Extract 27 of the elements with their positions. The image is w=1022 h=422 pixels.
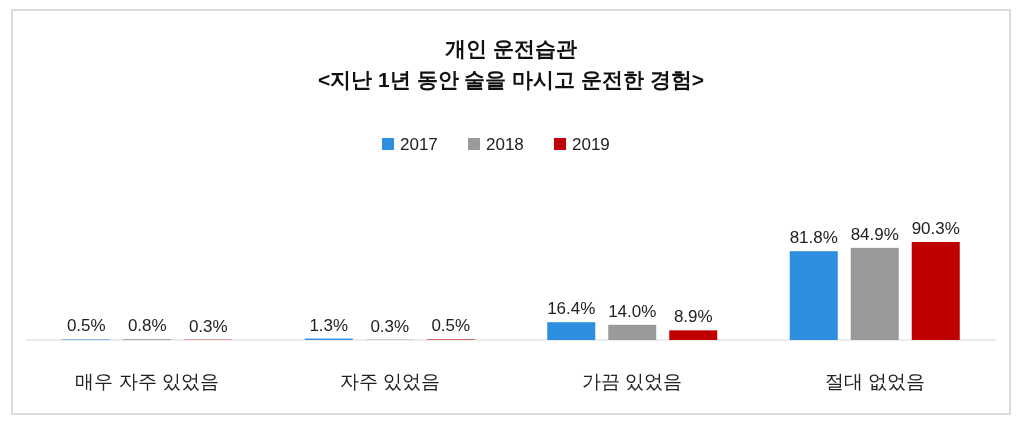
data-label: 90.3% [911,219,960,238]
bar [911,242,960,340]
data-label: 16.4% [547,299,596,319]
bar [547,322,596,340]
data-label: 0.5% [66,316,106,336]
data-label: 0.3% [188,316,228,336]
chart-title: 개인 운전습관 [445,37,577,60]
data-label: 1.3% [309,315,349,335]
data-label: 81.8% [789,228,838,248]
x-tick-label: 절대 없었음 [824,371,925,392]
data-label: 8.9% [673,307,713,327]
bar [669,330,718,340]
legend-label: 2017 [400,135,438,154]
data-label: 0.5% [431,316,471,336]
data-label: 14.0% [608,301,657,321]
legend-label: 2019 [572,135,610,154]
bar [608,324,657,340]
x-tick-label: 가끔 있었음 [582,371,683,392]
legend-label: 2018 [486,135,524,154]
bar [789,251,838,340]
data-label: 0.8% [127,316,167,336]
bar [850,247,899,340]
data-label: 84.9% [850,224,899,244]
data-label: 0.3% [370,316,410,336]
x-tick-label: 자주 있었음 [339,371,440,392]
x-tick-label: 매우 자주 있었음 [75,371,220,392]
chart-subtitle: <지난 1년 동안 술을 마시고 운전한 경험> [317,68,705,91]
